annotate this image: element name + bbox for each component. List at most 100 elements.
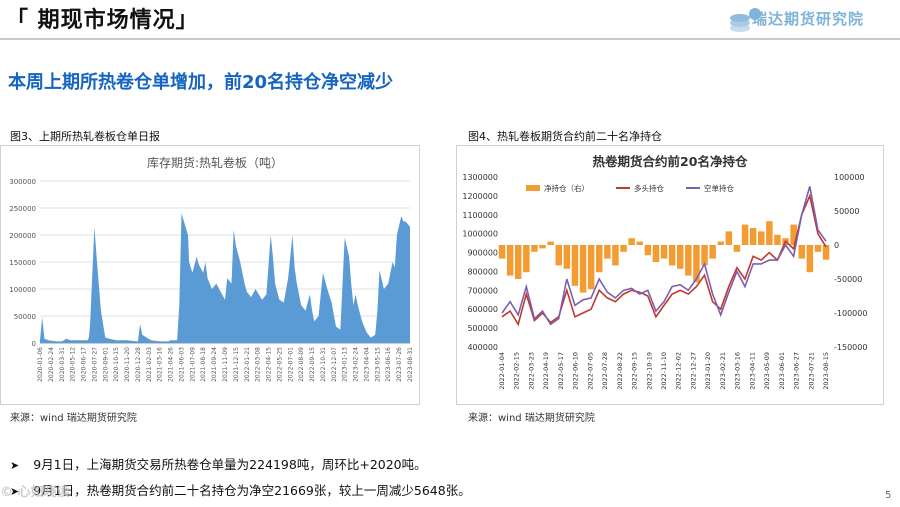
chart2-net-bar xyxy=(587,245,595,290)
chart1-y-tick: 100000 xyxy=(9,286,36,294)
chart2-net-bar xyxy=(547,241,554,245)
chart2-x-tick: 2022-06-10 xyxy=(572,352,580,390)
chart2-x-tick: 2023-08-15 xyxy=(822,352,830,390)
chart1-x-tick: 2023-02-24 xyxy=(353,347,360,382)
chart2-net-bar xyxy=(555,245,562,266)
chart2-x-tick: 2023-07-21 xyxy=(807,352,815,390)
chart2-right-y-tick: -100000 xyxy=(834,309,867,318)
chart1-y-tick: 300000 xyxy=(9,178,36,186)
chart2-right-y-tick: 50000 xyxy=(834,207,859,216)
figure2-caption: 图4、热轧卷板期货合约前二十名净持仓 xyxy=(468,130,662,143)
chart1-x-tick: 2023-01-13 xyxy=(342,347,349,382)
chart2-x-tick: 2022-04-19 xyxy=(542,352,550,390)
legend-swatch xyxy=(526,185,540,191)
chart2-net-bar xyxy=(677,245,684,269)
bullet-text: 9月1日，上海期货交易所热卷仓单量为224198吨，周环比+2020吨。 xyxy=(33,457,427,472)
chart1-x-tick: 2021-06-03 xyxy=(178,347,185,382)
warehouse-receipt-chart: 库存期货:热轧卷板（吨） 0 50000 100000 150000 200000 250… xyxy=(0,145,420,405)
chart1-x-tick: 2022-08-09 xyxy=(298,347,305,382)
legend-label: 空单持仓 xyxy=(704,183,734,193)
chart2-title: 热卷期货合约前20名净持仓 xyxy=(593,154,748,169)
chart2-net-bar xyxy=(733,245,741,252)
chart2-left-y-tick: 600000 xyxy=(467,305,498,314)
chart2-net-bar xyxy=(774,234,781,245)
chart2-right-y-tick: -150000 xyxy=(834,343,867,352)
chart2-long-series xyxy=(501,193,827,327)
chart1-y-tick: 250000 xyxy=(9,205,36,213)
chart2-net-bar xyxy=(644,245,652,256)
chart2-net-bar xyxy=(822,245,830,260)
arrow-bullet-icon: ➤ xyxy=(10,459,20,472)
chart2-net-bar xyxy=(506,245,514,276)
chart1-x-tick: 2021-08-18 xyxy=(200,347,207,382)
chart1-x-tick: 2022-05-25 xyxy=(276,347,283,382)
chart1-x-tick: 2023-06-16 xyxy=(385,347,392,382)
chart2-net-bar xyxy=(515,245,522,279)
arrow-bullet-icon: ➤ xyxy=(10,485,20,498)
chart2-x-tick: 2022-09-15 xyxy=(631,352,639,390)
page-number: 5 xyxy=(885,490,892,501)
chart2-net-bar xyxy=(636,241,643,245)
chart1-x-tick: 2022-04-15 xyxy=(266,347,273,382)
company-logo-icon xyxy=(730,8,761,32)
chart2-net-bar xyxy=(612,245,619,266)
chart2-net-bar xyxy=(523,245,530,273)
chart2-net-bar xyxy=(685,245,692,276)
chart2-net-bar xyxy=(806,245,814,273)
chart2-net-bar xyxy=(498,245,506,259)
chart2-x-tick: 2023-06-27 xyxy=(793,352,801,390)
chart2-net-bar xyxy=(741,224,749,245)
figure1-source: 来源：wind 瑞达期货研究院 xyxy=(10,413,137,424)
chart1-x-tick: 2020-11-20 xyxy=(124,347,131,382)
chart2-x-tick: 2022-07-28 xyxy=(601,352,609,390)
chart1-x-tick: 2021-09-24 xyxy=(211,347,218,382)
chart2-x-tick: 2023-06-01 xyxy=(778,352,786,390)
chart2-net-bar xyxy=(531,245,538,252)
chart1-x-tick: 2021-12-15 xyxy=(233,347,240,382)
chart2-net-bar xyxy=(693,245,700,283)
chart2-net-bar xyxy=(579,245,587,293)
bullet-point: ➤ 9月1日，上海期货交易所热卷仓单量为224198吨，周环比+2020吨。 xyxy=(10,454,427,473)
chart1-x-tick: 2020-02-24 xyxy=(48,347,55,382)
chart2-right-y-tick: -50000 xyxy=(834,275,862,284)
logo-text: 瑞达期货研究院 xyxy=(752,10,865,28)
chart2-x-tick: 2022-05-17 xyxy=(557,352,565,390)
chart2-x-tick: 2022-08-22 xyxy=(616,352,624,390)
figure2-source: 来源：wind 瑞达期货研究院 xyxy=(468,413,595,424)
bullet-text: 9月1日，热卷期货合约前二十名持仓为净空21669张，较上一周减少5648张。 xyxy=(33,483,471,498)
chart1-x-tick: 2022-07-01 xyxy=(287,347,294,382)
chart2-net-bar xyxy=(539,245,546,249)
chart1-y-tick: 50000 xyxy=(14,313,36,321)
chart2-net-bar xyxy=(668,245,676,266)
chart1-x-tick: 2023-05-15 xyxy=(374,347,381,382)
chart1-x-tick: 2022-03-08 xyxy=(255,347,262,382)
chart1-x-tick: 2021-04-26 xyxy=(168,347,175,382)
figure1-caption: 图3、上期所热轧卷板仓单日报 xyxy=(10,130,160,143)
chart2-net-bar xyxy=(571,245,579,286)
chart2-x-tick: 2022-12-27 xyxy=(689,352,697,390)
chart2-x-tick: 2022-12-02 xyxy=(675,352,683,390)
chart1-area-series xyxy=(40,213,410,343)
chart2-right-y-tick: 0 xyxy=(834,241,839,250)
chart2-net-bar xyxy=(790,224,797,245)
chart2-x-tick: 2023-05-09 xyxy=(763,352,771,390)
chart2-x-tick: 2023-01-20 xyxy=(704,352,712,390)
legend-label: 净持仓（右） xyxy=(544,183,589,193)
chart2-left-y-tick: 400000 xyxy=(467,343,498,352)
chart1-y-tick: 200000 xyxy=(9,232,36,240)
chart2-left-y-tick: 500000 xyxy=(467,324,498,333)
chart2-left-y-tick: 1300000 xyxy=(462,173,498,182)
chart1-x-tick: 2020-10-15 xyxy=(113,347,120,382)
chart1-x-tick: 2023-04-04 xyxy=(363,347,370,382)
chart1-x-tick: 2020-03-31 xyxy=(59,347,66,382)
chart2-net-bar xyxy=(660,245,668,259)
chart2-net-bar xyxy=(798,245,805,259)
chart2-left-y-tick: 800000 xyxy=(467,267,498,276)
chart2-x-tick: 2022-11-10 xyxy=(660,352,668,390)
chart2-x-tick: 2022-07-05 xyxy=(586,352,594,390)
chart1-title: 库存期货:热轧卷板（吨） xyxy=(147,155,283,170)
chart2-net-bar xyxy=(628,238,635,245)
chart2-short-series xyxy=(501,186,827,326)
chart2-net-bar xyxy=(766,221,773,245)
chart2-x-tick: 2023-04-11 xyxy=(748,352,756,390)
